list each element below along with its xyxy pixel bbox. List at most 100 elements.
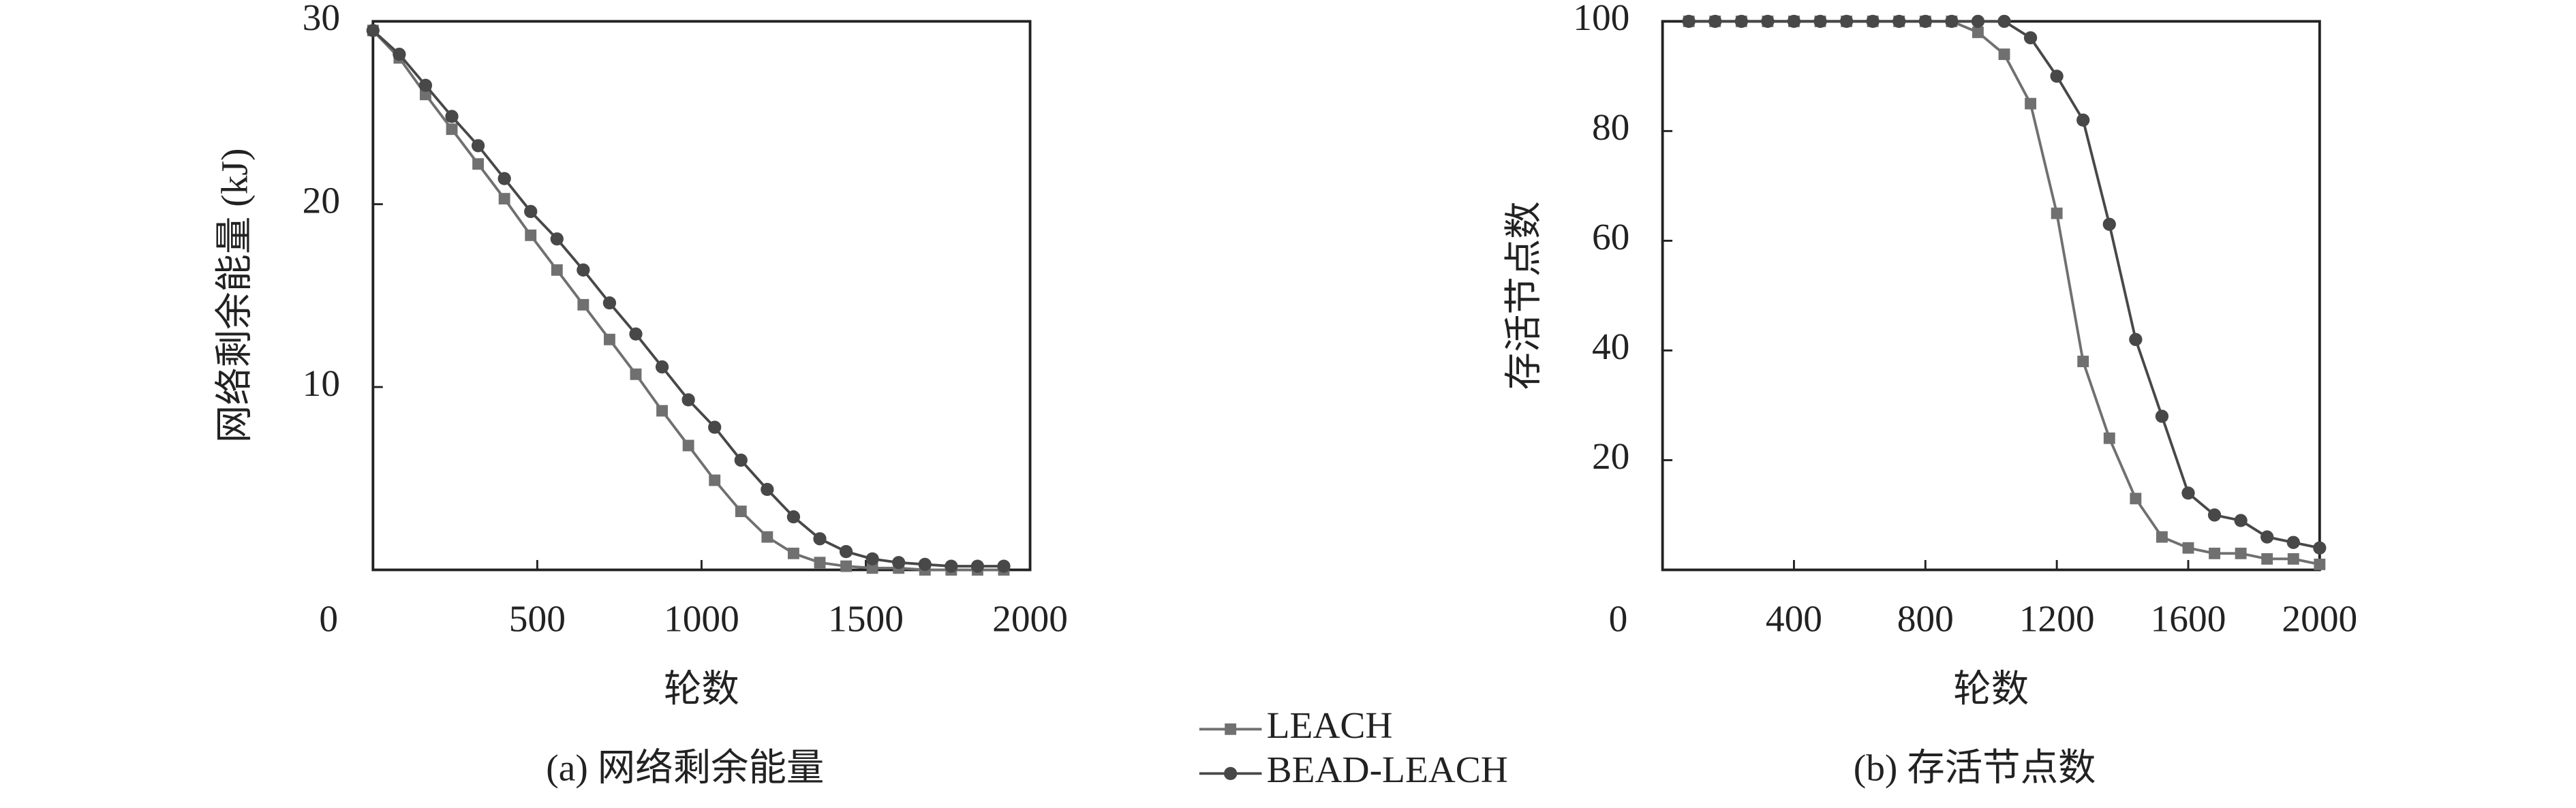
legend-marker bbox=[1223, 766, 1238, 781]
legend-label: LEACH bbox=[1267, 704, 1393, 746]
x-axis-label: 轮数 bbox=[1953, 668, 2029, 710]
marker bbox=[2156, 531, 2168, 543]
marker bbox=[2234, 514, 2248, 527]
marker bbox=[708, 420, 722, 434]
y-tick-label: 20 bbox=[1592, 435, 1629, 477]
marker bbox=[2235, 547, 2247, 559]
marker bbox=[787, 547, 799, 559]
marker bbox=[2076, 113, 2090, 127]
caption: (b) 存活节点数 bbox=[1854, 747, 2096, 789]
marker bbox=[2103, 432, 2115, 444]
marker bbox=[602, 296, 617, 310]
marker bbox=[497, 172, 511, 185]
marker bbox=[603, 333, 615, 345]
marker bbox=[2209, 547, 2220, 559]
y-axis-label: 存活节点数 bbox=[1503, 201, 1545, 390]
marker bbox=[1866, 14, 1880, 28]
marker bbox=[366, 24, 380, 37]
marker bbox=[2313, 541, 2327, 555]
marker bbox=[445, 110, 459, 123]
marker bbox=[550, 232, 564, 246]
marker bbox=[418, 78, 433, 92]
marker bbox=[1761, 14, 1775, 28]
marker bbox=[2287, 553, 2299, 565]
x-tick-label: 1500 bbox=[828, 597, 904, 639]
marker bbox=[577, 298, 589, 311]
marker bbox=[892, 556, 906, 570]
x-tick-label: 2000 bbox=[2282, 597, 2357, 639]
marker bbox=[2025, 97, 2037, 110]
marker bbox=[945, 559, 958, 573]
marker bbox=[813, 532, 827, 546]
marker bbox=[682, 439, 694, 452]
marker bbox=[2129, 332, 2143, 346]
x-tick-label: 1600 bbox=[2151, 597, 2226, 639]
marker bbox=[2155, 409, 2169, 423]
marker bbox=[761, 531, 773, 543]
marker bbox=[2050, 69, 2064, 83]
y-tick-label: 80 bbox=[1592, 106, 1629, 148]
marker bbox=[970, 559, 985, 573]
x-axis-label: 轮数 bbox=[664, 668, 739, 710]
x-tick-label: 1200 bbox=[2019, 597, 2095, 639]
marker bbox=[2260, 530, 2274, 544]
y-axis-label: 网络剩余能量 (kJ) bbox=[213, 149, 255, 444]
marker bbox=[420, 89, 431, 101]
y-tick-label: 60 bbox=[1592, 216, 1629, 258]
marker bbox=[735, 506, 747, 518]
marker bbox=[1972, 27, 1984, 38]
marker bbox=[1734, 14, 1748, 28]
marker bbox=[1998, 48, 2010, 61]
marker bbox=[2207, 508, 2222, 522]
marker bbox=[629, 327, 643, 341]
legend-label: BEAD-LEACH bbox=[1267, 749, 1508, 790]
marker bbox=[525, 229, 537, 241]
marker bbox=[2130, 493, 2142, 505]
x-tick-label: 1000 bbox=[664, 597, 739, 639]
marker bbox=[1971, 14, 1985, 28]
marker bbox=[1708, 14, 1722, 28]
marker bbox=[1839, 14, 1854, 28]
marker bbox=[2286, 535, 2300, 549]
marker bbox=[865, 552, 879, 566]
marker bbox=[786, 510, 801, 524]
marker bbox=[1892, 14, 1906, 28]
marker bbox=[997, 559, 1011, 573]
marker bbox=[839, 544, 853, 559]
x-tick-label: 2000 bbox=[992, 597, 1068, 639]
marker bbox=[655, 360, 669, 374]
x-tick-label: 800 bbox=[1897, 597, 1954, 639]
marker bbox=[1787, 14, 1801, 28]
marker bbox=[709, 474, 721, 486]
marker bbox=[2261, 553, 2273, 565]
marker bbox=[918, 557, 932, 572]
marker bbox=[840, 560, 852, 572]
x-tick-label: 500 bbox=[509, 597, 566, 639]
marker bbox=[814, 557, 826, 569]
marker bbox=[656, 405, 669, 417]
marker bbox=[2182, 542, 2194, 554]
marker bbox=[734, 453, 748, 467]
marker bbox=[2314, 558, 2326, 570]
x-tick-label: 400 bbox=[1766, 597, 1822, 639]
x-tick-label: 0 bbox=[319, 597, 338, 639]
marker bbox=[471, 139, 485, 153]
marker bbox=[551, 264, 563, 276]
marker bbox=[472, 158, 485, 170]
marker bbox=[2077, 356, 2089, 367]
marker bbox=[2023, 31, 2038, 45]
y-tick-label: 100 bbox=[1573, 0, 1629, 38]
y-tick-label: 40 bbox=[1592, 326, 1629, 367]
y-tick-label: 10 bbox=[303, 362, 340, 404]
marker bbox=[1813, 14, 1827, 28]
legend-marker bbox=[1225, 723, 1237, 735]
marker bbox=[1918, 14, 1932, 28]
marker bbox=[393, 48, 406, 61]
marker bbox=[1945, 14, 1959, 28]
marker bbox=[498, 193, 510, 205]
marker bbox=[446, 123, 458, 136]
marker bbox=[761, 482, 774, 497]
marker bbox=[1997, 14, 2011, 28]
